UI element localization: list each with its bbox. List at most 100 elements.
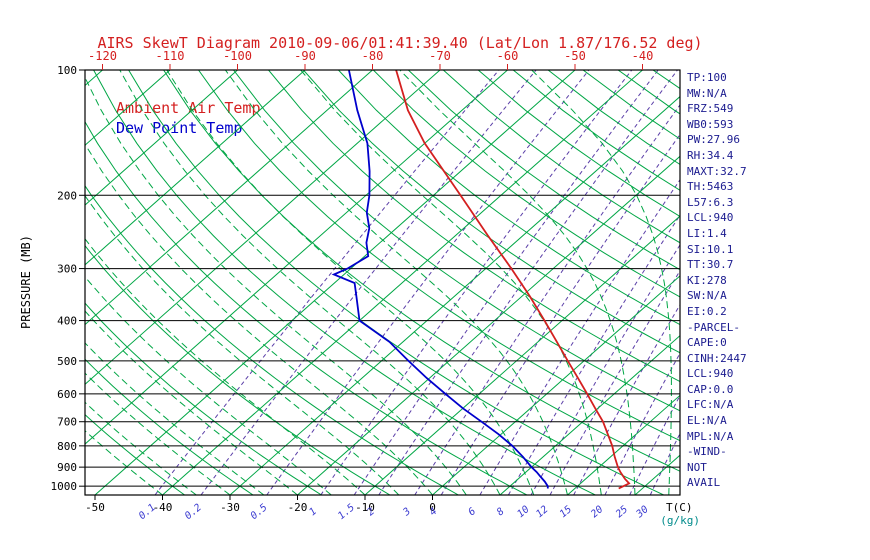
isotherm-line — [567, 394, 680, 495]
moist-adiabat-line — [85, 342, 265, 495]
mixing-ratio-label: 1 — [307, 506, 319, 518]
stats-line: CINH:2447 — [687, 351, 747, 365]
moist-adiabat-line — [85, 430, 163, 495]
stats-line: LCL:940 — [687, 211, 734, 225]
y-axis-label: PRESSURE (MB) — [19, 235, 33, 329]
pressure-tick-label: 900 — [57, 461, 77, 474]
stats-line: RH:34.4 — [687, 148, 734, 162]
moist-adiabat-line — [85, 194, 400, 495]
dry-adiabat-line — [338, 70, 680, 326]
isotherm-line — [85, 70, 373, 326]
stats-line: LFC:N/A — [687, 398, 734, 412]
bottom-temp-tick-label: -40 — [153, 501, 173, 514]
dry-adiabat-line — [85, 184, 459, 495]
mixing-ratio-label: 15 — [558, 504, 574, 520]
temp-curve — [395, 70, 631, 490]
pressure-tick-label: 500 — [57, 355, 77, 368]
top-temp-tick-label: -70 — [429, 49, 451, 63]
stats-line: NOT — [687, 460, 707, 474]
moist-adiabat-line — [531, 70, 672, 495]
moist-adiabat-line — [300, 70, 602, 495]
chart-title: AIRS SkewT Diagram 2010-09-06/01:41:39.4… — [97, 34, 703, 52]
top-temp-tick-label: -120 — [88, 49, 117, 63]
top-temp-tick-label: -100 — [223, 49, 252, 63]
mixing-ratio-label: 3 — [401, 506, 413, 519]
isotherm-line — [634, 454, 680, 495]
plot-frame — [84, 69, 681, 496]
dry-adiabat-line — [85, 413, 185, 495]
dry-adiabat-line — [93, 70, 596, 495]
mixing-ratio-label: 1.5 — [336, 502, 357, 522]
stats-line: WB0:593 — [687, 117, 734, 131]
stats-line: MAXT:32.7 — [687, 164, 747, 178]
stats-line: -PARCEL- — [687, 320, 740, 334]
stats-line: TH:5463 — [687, 180, 734, 194]
mixing-ratio-line — [266, 70, 590, 495]
moist-adiabat-line — [399, 70, 636, 495]
stats-line: L57:6.3 — [687, 195, 734, 209]
isotherm-line — [85, 70, 441, 385]
moist-adiabat-line — [85, 310, 298, 495]
stats-line: EI:0.2 — [687, 304, 727, 318]
dry-adiabat-line — [547, 70, 680, 166]
dry-adiabat-line — [407, 70, 680, 271]
moist-adiabat-line — [684, 70, 724, 495]
dry-adiabat-line — [198, 70, 680, 442]
mixing-ratio-label: 30 — [634, 504, 651, 521]
top-temp-tick-label: -80 — [362, 49, 384, 63]
dry-adiabat-line — [85, 302, 322, 495]
pressure-tick-label: 300 — [57, 263, 77, 276]
mixing-ratio-label: 0.2 — [183, 502, 204, 522]
bottom-temp-tick-label: -30 — [220, 501, 240, 514]
mixing-ratio-label: 2 — [365, 506, 377, 518]
moist-adiabat-line — [119, 70, 501, 495]
mixing-ratio-label: 12 — [534, 504, 550, 520]
pressure-tick-label: 1000 — [51, 480, 78, 493]
mixing-ratio-line — [573, 303, 680, 495]
stats-line: AVAIL — [687, 476, 721, 490]
mixing-ratio-line — [154, 70, 500, 495]
moist-adiabat-line — [85, 401, 197, 495]
dry-adiabat-line — [85, 244, 391, 495]
bottom-temp-tick-label: -50 — [85, 501, 105, 514]
isotherm-line — [499, 334, 680, 495]
mixing-ratio-line — [440, 133, 680, 495]
mixing-axis-unit-label: (g/kg) — [660, 514, 700, 527]
isotherm-line — [85, 70, 508, 445]
stats-line: PW:27.96 — [687, 133, 740, 147]
top-temp-tick-label: -110 — [156, 49, 185, 63]
isotherm-line — [85, 70, 171, 146]
dewpoint-curve — [331, 70, 549, 489]
plot-grid — [85, 70, 870, 495]
dry-adiabat-line — [85, 120, 528, 495]
dry-adiabat-line — [372, 70, 680, 298]
mixing-ratio-label: 6 — [466, 506, 478, 518]
isotherm-line — [703, 70, 870, 495]
top-temp-tick-label: -50 — [564, 49, 586, 63]
dry-adiabat-line — [268, 70, 680, 383]
stats-line: MPL:N/A — [687, 429, 734, 443]
mixing-ratio-line — [649, 432, 680, 495]
mixing-ratio-line — [507, 214, 680, 495]
dry-adiabat-line — [582, 70, 680, 140]
mixing-ratio-line — [629, 394, 680, 495]
stats-line: SI:10.1 — [687, 242, 734, 256]
stats-line: CAP:0.0 — [687, 382, 734, 396]
pressure-tick-label: 800 — [57, 440, 77, 453]
mixing-ratio-label: 25 — [614, 504, 630, 520]
stats-line: TT:30.7 — [687, 258, 734, 272]
dry-adiabat-line — [85, 358, 254, 495]
mixing-ratio-line — [479, 178, 680, 495]
stats-line: LI:1.4 — [687, 226, 727, 240]
stats-line: KI:278 — [687, 273, 727, 287]
mixing-ratio-label: 10 — [515, 504, 531, 520]
isotherm-line — [85, 70, 238, 206]
top-temp-tick-label: -40 — [632, 49, 654, 63]
dry-adiabat-line — [652, 70, 680, 90]
moist-adiabat-line — [85, 372, 231, 495]
dry-adiabat-line — [688, 70, 870, 495]
isotherm-line — [162, 70, 643, 495]
dry-adiabat-line — [303, 70, 680, 354]
